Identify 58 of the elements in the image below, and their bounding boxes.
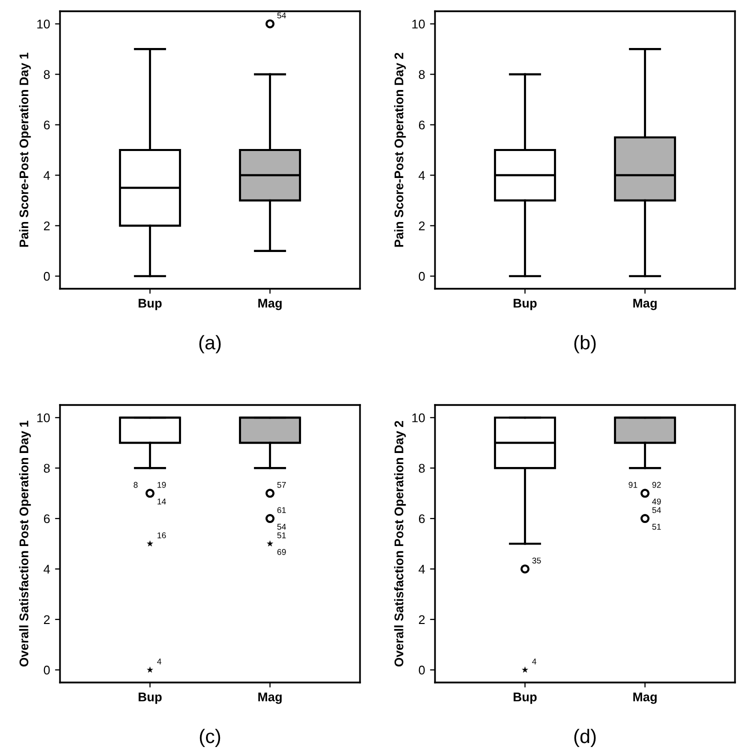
annotation: 57 xyxy=(277,482,286,488)
x-tick-label: Bup xyxy=(138,298,162,310)
annotation: 4 xyxy=(157,658,162,664)
text: (c) xyxy=(200,728,220,748)
y-tick-label: 4 xyxy=(418,564,425,574)
annotation: 49 xyxy=(652,498,661,504)
y-tick-label: 6 xyxy=(418,514,425,524)
y-tick-label: 4 xyxy=(44,564,50,574)
x-tick-label: Mag xyxy=(633,298,657,310)
y-tick-label: 10 xyxy=(37,20,50,29)
annotation: 14 xyxy=(158,498,166,504)
y-tick-label: 2 xyxy=(44,221,50,230)
y-tick-label: 8 xyxy=(418,70,425,79)
y-axis-title: Pain Score-Post Operation Day 1 xyxy=(19,52,31,247)
y-tick-label: 2 xyxy=(44,615,50,624)
x-tick-label: Mag xyxy=(633,692,657,704)
annotation: 51 xyxy=(652,524,661,530)
annotation: 4 xyxy=(532,658,536,664)
annotation: 61 xyxy=(277,507,286,514)
y-tick-label: 8 xyxy=(44,70,50,79)
annotation: 92 xyxy=(652,482,661,488)
y-tick-label: 0 xyxy=(44,666,50,675)
x-tick-label: Mag xyxy=(258,692,282,704)
y-axis-title: Overall Satisfaction Post Operation Day 1 xyxy=(19,420,31,667)
annotation: 91 xyxy=(628,482,638,488)
annotation: 54 xyxy=(652,507,661,514)
y-tick-label: 4 xyxy=(44,171,50,180)
y-tick-label: 0 xyxy=(418,272,425,281)
annotation: 16 xyxy=(158,532,166,538)
x-tick-label: Bup xyxy=(138,692,162,704)
annotation: 54 xyxy=(277,524,286,530)
y-tick-label: 0 xyxy=(418,666,425,675)
annotation: 35 xyxy=(532,558,541,564)
y-tick-label: 6 xyxy=(418,120,425,130)
y-axis-title: Pain Score-Post Operation Day 2 xyxy=(394,52,406,247)
x-tick-label: Bup xyxy=(514,692,537,704)
annotation: 54 xyxy=(277,12,286,18)
y-tick-label: 6 xyxy=(44,514,50,524)
x-tick-label: Mag xyxy=(258,298,282,310)
y-tick-label: 2 xyxy=(418,615,425,624)
y-tick-label: 8 xyxy=(44,464,50,473)
annotation: 8 xyxy=(134,482,138,488)
annotation: 19 xyxy=(158,482,166,488)
y-tick-label: 10 xyxy=(412,413,425,422)
y-tick-label: 4 xyxy=(418,171,425,180)
text: (a) xyxy=(199,335,221,354)
y-tick-label: 10 xyxy=(412,20,425,29)
y-tick-label: 8 xyxy=(418,464,425,473)
text: (b) xyxy=(574,335,596,354)
text: (d) xyxy=(574,728,596,748)
annotation: 69 xyxy=(277,549,286,555)
y-tick-label: 2 xyxy=(418,221,425,230)
y-axis-title: Overall Satisfaction Post Operation Day 2 xyxy=(394,420,406,667)
x-tick-label: Bup xyxy=(514,298,537,310)
y-tick-label: 6 xyxy=(44,120,50,130)
y-tick-label: 0 xyxy=(44,272,50,281)
y-tick-label: 10 xyxy=(37,413,50,422)
annotation: 51 xyxy=(277,532,286,538)
